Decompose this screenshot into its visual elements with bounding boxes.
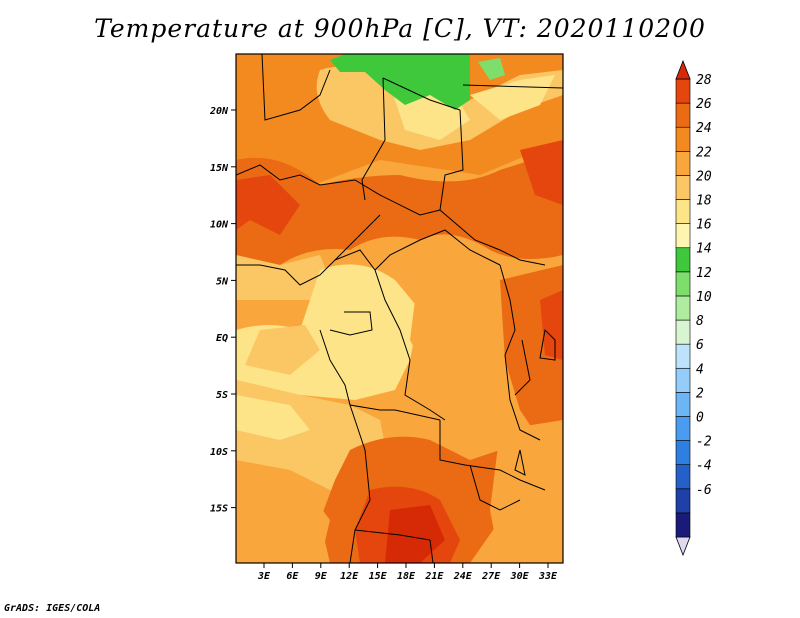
- temperature-region-atlantic-light: [236, 395, 310, 440]
- lat-label: 15N: [210, 163, 229, 174]
- colorbar-label: 6: [696, 338, 704, 353]
- colorbar-label: 14: [696, 242, 712, 257]
- lat-label: 15S: [210, 504, 228, 515]
- lat-label: EQ: [216, 333, 228, 344]
- temperature-region-egypt-light: [470, 75, 555, 120]
- colorbar-swatch: [675, 512, 691, 538]
- lat-label: 10N: [210, 220, 229, 231]
- colorbar-arrow-high: [675, 59, 691, 80]
- colorbar-swatch: [675, 247, 691, 273]
- colorbar-swatch: [675, 295, 691, 321]
- colorbar-swatch: [675, 392, 691, 417]
- colorbar-label: 16: [696, 218, 712, 233]
- temperature-region-libya-cool: [330, 54, 470, 110]
- temperature-region-egypt-cool: [478, 58, 505, 80]
- temperature-region-sahel-hot: [236, 150, 563, 265]
- map-title: Temperature at 900hPa [C], VT: 202011020…: [94, 14, 706, 43]
- lon-label: 18E: [397, 571, 416, 582]
- lon-label: 27E: [481, 571, 501, 582]
- colorbar-swatch: [675, 440, 691, 465]
- colorbar-swatch: [675, 151, 691, 176]
- temperature-region-gabon: [245, 325, 320, 375]
- longitude-axis: 3E 6E 9E 12E 15E 18E 21E 24E 27E 30E 33E: [257, 563, 558, 582]
- lat-label: 20N: [209, 106, 229, 117]
- colorbar-swatch: [675, 271, 691, 297]
- temperature-region-sudan-hot: [520, 140, 563, 205]
- colorbar-swatch: [675, 223, 691, 249]
- colorbar-label: 8: [696, 314, 704, 329]
- colorbar-label: 12: [696, 266, 712, 281]
- colorbar-label: 0: [696, 410, 704, 425]
- temperature-region-southwest: [236, 470, 330, 563]
- colorbar-swatch: [675, 343, 691, 369]
- colorbar-swatch: [675, 416, 691, 441]
- lat-label: 5N: [216, 276, 229, 287]
- lon-label: 24E: [453, 571, 473, 582]
- temperature-region-central-africa: [400, 263, 520, 390]
- colorbar-swatch: [675, 367, 691, 393]
- temperature-region-guinea-coast: [236, 255, 330, 300]
- colorbar-label: 18: [696, 194, 712, 209]
- colorbar-label: 4: [696, 362, 704, 377]
- lon-label: 9E: [315, 571, 328, 582]
- lon-label: 3E: [257, 571, 271, 582]
- colorbar-swatch: [675, 464, 691, 490]
- colorbar-arrow-low: [675, 536, 691, 557]
- colorbar-label: 2: [696, 386, 704, 401]
- lon-label: 15E: [369, 571, 388, 582]
- temperature-region-southeast: [490, 420, 563, 563]
- colorbar-swatch: [675, 102, 691, 128]
- lat-label: 10S: [210, 447, 228, 458]
- colorbar-label: -6: [696, 483, 712, 498]
- country-borders: [236, 54, 563, 563]
- colorbar-label: 22: [696, 145, 712, 160]
- colorbar-swatch: [675, 199, 691, 224]
- colorbar-label: 10: [696, 290, 712, 305]
- temperature-region-westafrica-hot: [236, 175, 300, 235]
- colorbar-swatch: [675, 319, 691, 345]
- temperature-region-kalahari-max: [385, 505, 445, 563]
- colorbar-swatch: [675, 78, 691, 104]
- colorbar-label: -4: [696, 459, 712, 474]
- colorbar-swatch: [675, 175, 691, 200]
- lon-label: 33E: [538, 571, 558, 582]
- temperature-region-lake-victoria-hot: [540, 290, 563, 360]
- lon-label: 30E: [510, 571, 530, 582]
- colorbar-swatch: [675, 488, 691, 514]
- colorbar-label: 20: [696, 169, 712, 184]
- credit-text: GrADS: IGES/COLA: [4, 603, 101, 614]
- colorbar-swatch: [675, 126, 691, 152]
- temperature-field: [236, 54, 563, 563]
- colorbar-label: -2: [696, 435, 712, 450]
- map-frame: [235, 53, 564, 564]
- colorbar-label: 24: [696, 121, 712, 136]
- colorbar-label: 28: [696, 73, 712, 88]
- lon-label: 6E: [286, 571, 299, 582]
- colorbar-label: 26: [696, 97, 712, 112]
- lat-label: 5S: [216, 390, 228, 401]
- latitude-axis: 20N 15N 10N 5N EQ 5S 10S 15S: [209, 106, 236, 515]
- lon-label: 12E: [340, 571, 359, 582]
- lon-label: 21E: [424, 571, 444, 582]
